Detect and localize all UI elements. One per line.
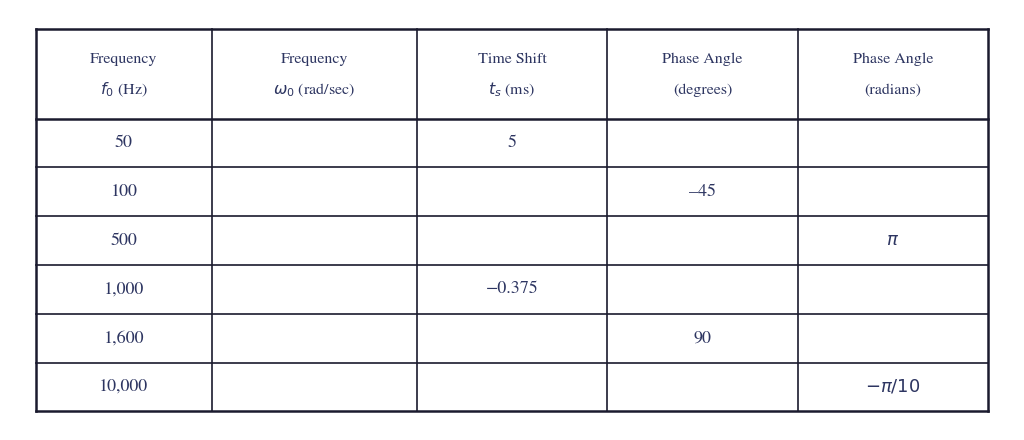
Text: 100: 100 [111,184,137,200]
Text: Time Shift: Time Shift [477,52,547,66]
Text: 1,600: 1,600 [103,330,144,346]
Text: 500: 500 [111,233,137,249]
Text: $\omega_0$ (rad/sec): $\omega_0$ (rad/sec) [273,81,355,99]
Text: $f_0$ (Hz): $f_0$ (Hz) [100,81,147,99]
Text: 50: 50 [115,135,133,151]
Text: $t_s$ (ms): $t_s$ (ms) [488,81,536,99]
Text: $-\pi / 10$: $-\pi / 10$ [865,378,921,396]
Text: (radians): (radians) [864,84,922,97]
Text: Frequency: Frequency [90,52,158,66]
Text: 10,000: 10,000 [99,379,148,395]
Text: Phase Angle: Phase Angle [853,52,933,66]
Text: –45: –45 [689,184,716,200]
Text: 90: 90 [693,330,712,346]
Bar [36,29,988,411]
Text: 1,000: 1,000 [103,282,144,297]
Text: Phase Angle: Phase Angle [663,52,742,66]
Text: −0.375: −0.375 [485,282,539,297]
Text: (degrees): (degrees) [673,84,732,97]
Text: $\pi$: $\pi$ [887,233,899,249]
Text: 5: 5 [508,135,516,151]
Text: Frequency: Frequency [281,52,348,66]
